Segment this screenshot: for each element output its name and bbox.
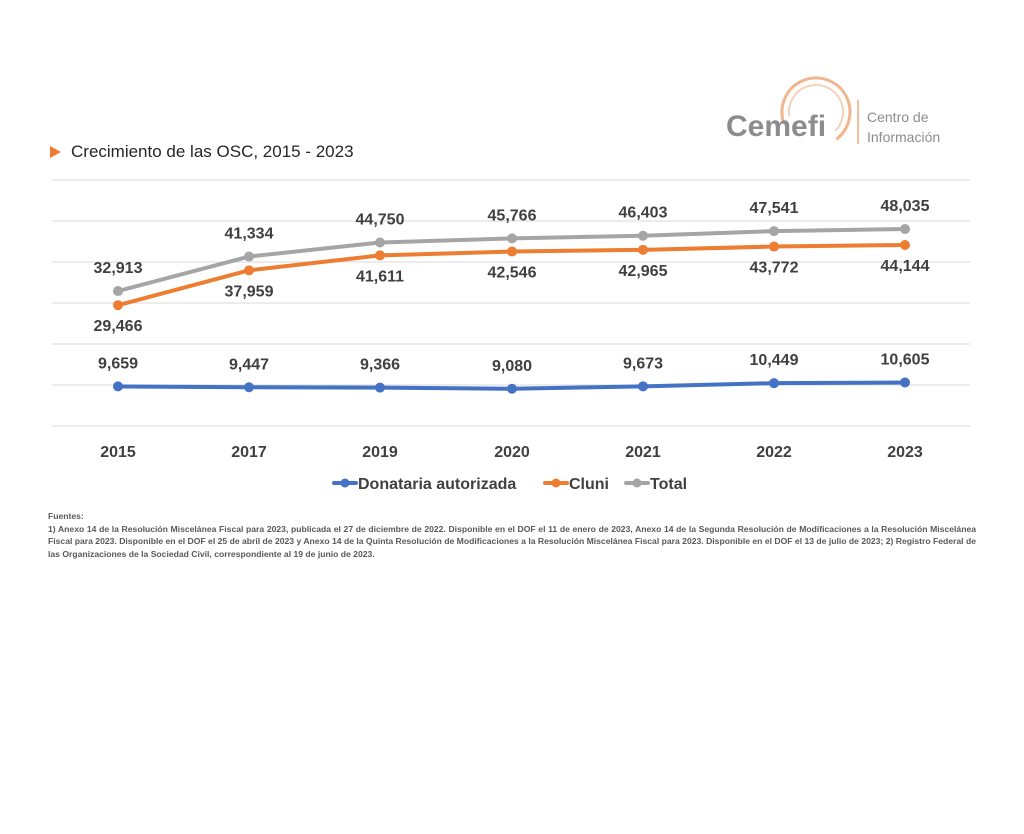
data-label: 9,673	[623, 355, 663, 372]
data-point	[507, 383, 517, 394]
data-label: 9,659	[98, 355, 138, 372]
legend-marker-icon	[551, 478, 561, 488]
data-label: 44,144	[881, 258, 930, 275]
data-label: 44,750	[356, 212, 405, 229]
legend-marker-icon	[340, 478, 350, 488]
data-point	[113, 300, 123, 311]
legend-item: Cluni	[543, 476, 609, 493]
data-label: 9,366	[360, 357, 400, 374]
data-label: 42,546	[488, 265, 537, 282]
data-label: 9,447	[229, 356, 269, 373]
chart-title: Crecimiento de las OSC, 2015 - 2023	[71, 142, 354, 161]
data-point	[900, 224, 910, 235]
data-point	[769, 378, 779, 389]
data-label: 46,403	[619, 205, 668, 222]
data-point	[507, 233, 517, 244]
x-tick-label: 2023	[887, 444, 923, 461]
data-point	[244, 382, 254, 393]
legend-item: Donataria autorizada	[332, 476, 516, 493]
x-tick-label: 2020	[494, 444, 530, 461]
sources-heading: Fuentes:	[48, 511, 84, 521]
logo-brand: Cemefi	[726, 110, 826, 143]
data-label: 10,449	[750, 352, 799, 369]
data-point	[638, 381, 648, 392]
data-point	[113, 286, 123, 297]
chart-title-row: Crecimiento de las OSC, 2015 - 2023	[50, 140, 354, 164]
logo-tagline-1: Centro de	[867, 109, 929, 125]
legend-marker-icon	[632, 478, 642, 488]
x-tick-label: 2017	[231, 444, 267, 461]
data-point	[769, 241, 779, 252]
data-label: 9,080	[492, 358, 532, 375]
data-labels: 9,659 9,447 9,366 9,080 9,673 10,449 10,605 29,…	[94, 198, 930, 375]
data-label: 48,035	[881, 198, 930, 215]
data-point	[375, 237, 385, 248]
legend-label: Donataria autorizada	[358, 476, 516, 493]
data-point	[507, 246, 517, 257]
data-label: 43,772	[750, 260, 799, 277]
legend-label: Total	[650, 476, 687, 493]
sources-text: 1) Anexo 14 de la Resolución Miscelánea …	[48, 523, 976, 559]
data-point	[244, 251, 254, 262]
line-chart: 9,659 9,447 9,366 9,080 9,673 10,449 10,605 29,…	[52, 179, 970, 493]
legend-label: Cluni	[569, 476, 609, 493]
data-label: 47,541	[750, 200, 799, 217]
data-point	[900, 240, 910, 251]
data-label: 32,913	[94, 260, 143, 277]
data-label: 10,605	[881, 352, 930, 369]
x-tick-label: 2015	[100, 444, 136, 461]
cemefi-logo: Cemefi Centro de Información	[726, 76, 940, 148]
data-label: 41,611	[356, 268, 404, 285]
x-tick-label: 2022	[756, 444, 792, 461]
x-tick-label: 2021	[625, 444, 661, 461]
title-bullet-icon	[50, 146, 61, 158]
data-label: 41,334	[225, 226, 274, 243]
legend: Donataria autorizada Cluni Total	[332, 476, 687, 493]
data-point	[113, 381, 123, 392]
x-tick-label: 2019	[362, 444, 398, 461]
data-point	[244, 265, 254, 276]
data-label: 42,965	[619, 263, 668, 280]
series-lines	[113, 224, 910, 394]
data-label: 45,766	[488, 207, 537, 224]
data-label: 29,466	[94, 318, 143, 335]
x-axis-ticks: 2015 2017 2019 2020 2021 2022 2023	[100, 444, 923, 461]
data-point	[638, 230, 648, 241]
legend-item: Total	[624, 476, 687, 493]
data-point	[900, 377, 910, 388]
data-point	[638, 244, 648, 255]
data-point	[769, 226, 779, 237]
logo-tagline-2: Información	[867, 129, 940, 145]
data-label: 37,959	[225, 283, 274, 300]
sources-note: Fuentes: 1) Anexo 14 de la Resolución Mi…	[48, 510, 976, 560]
data-point	[375, 250, 385, 261]
data-point	[375, 382, 385, 393]
